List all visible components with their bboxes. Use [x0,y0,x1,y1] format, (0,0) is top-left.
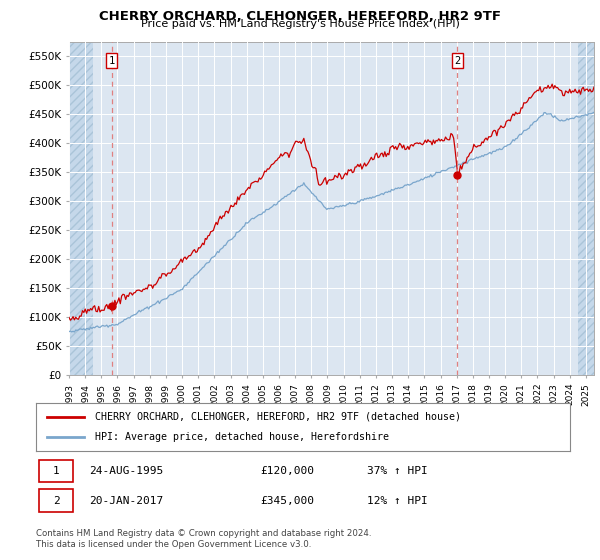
Bar [578,42,594,375]
FancyBboxPatch shape [38,489,73,512]
Text: 2: 2 [454,55,461,66]
Text: 12% ↑ HPI: 12% ↑ HPI [367,496,428,506]
Text: 2: 2 [53,496,59,506]
Text: 24-AUG-1995: 24-AUG-1995 [89,466,164,476]
Text: This data is licensed under the Open Government Licence v3.0.: This data is licensed under the Open Gov… [36,540,311,549]
Text: 1: 1 [109,55,115,66]
Text: Price paid vs. HM Land Registry's House Price Index (HPI): Price paid vs. HM Land Registry's House … [140,19,460,29]
Text: £120,000: £120,000 [260,466,314,476]
FancyBboxPatch shape [38,460,73,482]
Text: £345,000: £345,000 [260,496,314,506]
Text: CHERRY ORCHARD, CLEHONGER, HEREFORD, HR2 9TF (detached house): CHERRY ORCHARD, CLEHONGER, HEREFORD, HR2… [95,412,461,422]
Bar [69,42,93,375]
Text: CHERRY ORCHARD, CLEHONGER, HEREFORD, HR2 9TF: CHERRY ORCHARD, CLEHONGER, HEREFORD, HR2… [99,10,501,22]
Text: 20-JAN-2017: 20-JAN-2017 [89,496,164,506]
Text: HPI: Average price, detached house, Herefordshire: HPI: Average price, detached house, Here… [95,432,389,442]
Text: Contains HM Land Registry data © Crown copyright and database right 2024.: Contains HM Land Registry data © Crown c… [36,529,371,538]
Text: 37% ↑ HPI: 37% ↑ HPI [367,466,428,476]
Text: 1: 1 [53,466,59,476]
